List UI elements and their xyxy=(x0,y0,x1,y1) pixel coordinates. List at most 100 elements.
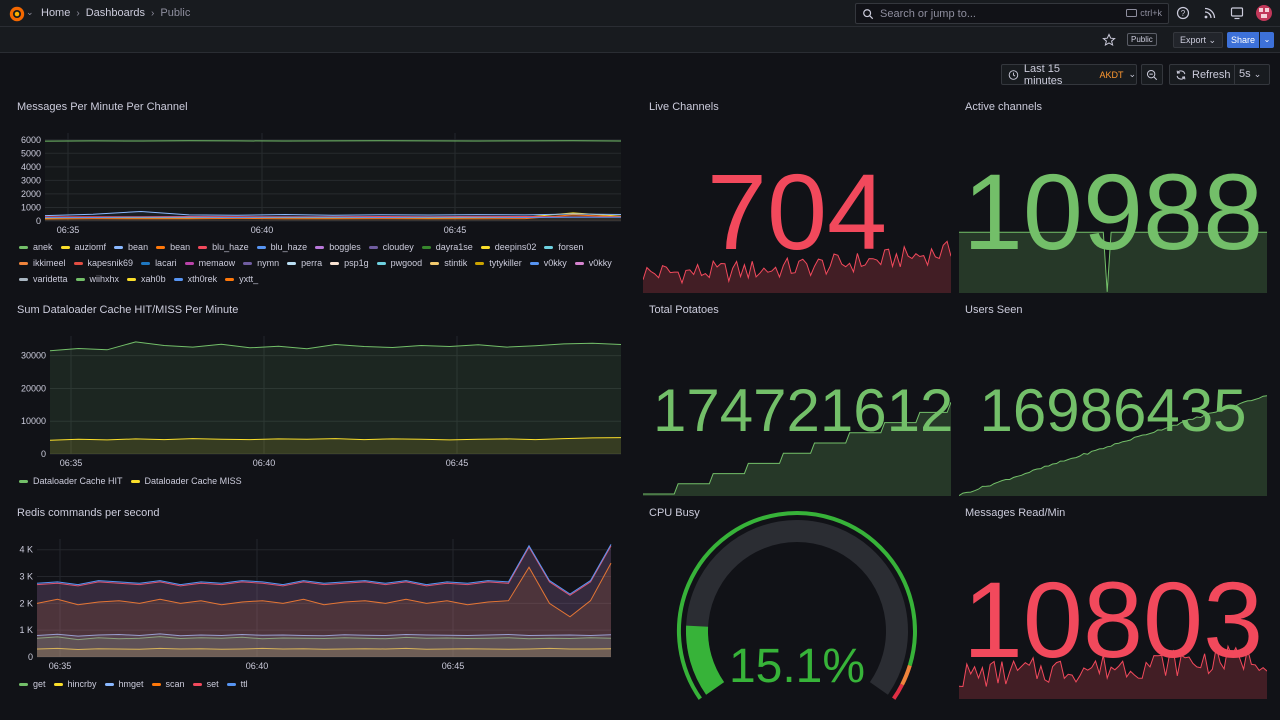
legend-item-hincrby[interactable]: hincrby xyxy=(53,678,97,690)
refresh-interval-picker[interactable]: 5s ⌄ xyxy=(1239,68,1261,80)
legend-item-anek[interactable]: anek xyxy=(19,241,53,253)
legend-swatch xyxy=(60,245,70,249)
legend-item-hmget[interactable]: hmget xyxy=(104,678,144,690)
interval-value: 5s xyxy=(1239,68,1251,80)
export-button[interactable]: Export ⌄ xyxy=(1173,32,1224,48)
legend-label: pwgood xyxy=(390,258,423,268)
legend-item-bean[interactable]: bean xyxy=(114,241,148,253)
y-tick-label: 1 K xyxy=(19,625,33,635)
search-input[interactable]: Search or jump to... ctrl+k xyxy=(855,3,1169,24)
breadcrumb-current: Public xyxy=(160,7,191,19)
panel-title: CPU Busy xyxy=(649,507,700,519)
legend-swatch xyxy=(184,261,194,265)
panel-title: Redis commands per second xyxy=(17,507,160,519)
legend-item-yxtt-[interactable]: yxtt_ xyxy=(225,273,258,285)
breadcrumb-home[interactable]: Home xyxy=(41,7,71,19)
legend-item-deepins02[interactable]: deepins02 xyxy=(480,241,536,253)
legend-item-blu-haze[interactable]: blu_haze xyxy=(256,241,308,253)
legend-item-auziomf[interactable]: auziomf xyxy=(60,241,107,253)
legend-label: xth0rek xyxy=(187,274,218,284)
legend-item-set[interactable]: set xyxy=(192,678,219,690)
legend-item-nymn[interactable]: nymn xyxy=(243,257,279,269)
panel-messages-read: Messages Read/Min 10803 xyxy=(959,507,1267,700)
legend-item-dayra1se[interactable]: dayra1se xyxy=(421,241,473,253)
series-line-bean xyxy=(44,210,622,217)
legend-swatch xyxy=(73,261,83,265)
share-button[interactable]: Share xyxy=(1227,32,1259,48)
legend-item-xah0b[interactable]: xah0b xyxy=(127,273,166,285)
legend-label: blu_haze xyxy=(270,242,308,252)
series-area xyxy=(37,636,611,657)
timezone-label: AKDT xyxy=(1099,69,1124,80)
y-tick-label: 2 K xyxy=(19,598,33,608)
legend-item-ttl[interactable]: ttl xyxy=(226,678,248,690)
series-area xyxy=(50,341,621,454)
redis-chart[interactable]: 0 1 K 2 K 3 K 4 K 06:35 06:40 06:45 xyxy=(17,531,629,697)
legend-item-dataloader-cache-miss[interactable]: Dataloader Cache MISS xyxy=(130,475,242,487)
gauge-value-arc xyxy=(686,625,725,695)
gauge-threshold-green xyxy=(676,511,917,700)
legend-item-lacari[interactable]: lacari xyxy=(141,257,177,269)
legend-item-tytykiller[interactable]: tytykiller xyxy=(475,257,522,269)
refresh-button[interactable]: Refresh 5s ⌄ xyxy=(1169,64,1270,85)
legend-item-v0kky[interactable]: v0kky xyxy=(574,257,612,269)
legend-item-memaow[interactable]: memaow xyxy=(184,257,235,269)
star-icon[interactable] xyxy=(1102,33,1116,47)
series-area xyxy=(45,140,621,221)
legend-label: v0kky xyxy=(543,258,567,268)
legend-item-blu-haze[interactable]: blu_haze xyxy=(198,241,249,253)
legend-item-cloudey[interactable]: cloudey xyxy=(368,241,414,253)
series-area xyxy=(45,214,621,221)
legend-label: auziomf xyxy=(74,242,107,252)
legend-item-get[interactable]: get xyxy=(19,678,46,690)
legend-item-ikkimeel[interactable]: ikkimeel xyxy=(19,257,66,269)
legend-item-kapesnik69[interactable]: kapesnik69 xyxy=(73,257,133,269)
sparkline xyxy=(643,240,951,293)
tv-icon[interactable] xyxy=(1230,6,1244,20)
gauge-threshold-orange xyxy=(900,664,912,686)
messages-chart[interactable]: 0 1000 2000 3000 4000 5000 6000 06:35 06:40 06:45 xyxy=(17,125,629,255)
legend-swatch xyxy=(53,682,63,686)
legend-item-bean[interactable]: bean xyxy=(156,241,190,253)
legend-label: boggles xyxy=(329,242,361,252)
legend-item-boggles[interactable]: boggles xyxy=(315,241,361,253)
sparkline xyxy=(959,395,1267,497)
sparkline-area xyxy=(643,402,951,496)
chevron-right-icon: › xyxy=(151,7,155,19)
y-tick-label: 4 K xyxy=(19,545,33,555)
svg-text:?: ? xyxy=(1181,9,1186,18)
legend-item-dataloader-cache-hit[interactable]: Dataloader Cache HIT xyxy=(19,475,123,487)
sparkline xyxy=(643,402,951,496)
legend-item-scan[interactable]: scan xyxy=(151,678,185,690)
legend-item-pwgood[interactable]: pwgood xyxy=(376,257,423,269)
breadcrumb-dashboards[interactable]: Dashboards xyxy=(85,7,146,19)
legend-swatch xyxy=(19,277,28,281)
cache-chart[interactable]: 0 10000 20000 30000 06:35 06:40 06:45 xyxy=(17,328,629,494)
legend-item-v0kky[interactable]: v0kky xyxy=(529,257,567,269)
chevron-down-icon: ⌄ xyxy=(1128,69,1136,79)
time-range-picker[interactable]: Last 15 minutes AKDT ⌄ xyxy=(1001,63,1137,87)
rss-icon[interactable] xyxy=(1203,6,1217,20)
legend-swatch xyxy=(475,261,485,265)
share-menu-chevron-icon[interactable]: ⌄ xyxy=(1260,32,1274,48)
x-tick-label: 06:35 xyxy=(49,661,72,671)
legend-item-stintik[interactable]: stintik xyxy=(430,257,467,269)
legend-item-varidetta[interactable]: varidetta xyxy=(19,273,68,285)
shortcut-label: ctrl+k xyxy=(1140,8,1162,18)
avatar[interactable] xyxy=(1256,5,1272,21)
panel-title: Messages Per Minute Per Channel xyxy=(17,101,188,113)
grafana-logo-icon[interactable] xyxy=(8,5,26,23)
legend-item-xth0rek[interactable]: xth0rek xyxy=(173,273,218,285)
chevron-down-icon[interactable]: ⌄ xyxy=(26,7,34,17)
legend-item-forsen[interactable]: forsen xyxy=(544,241,583,253)
legend-swatch xyxy=(421,245,431,249)
legend-item-psp1g[interactable]: psp1g xyxy=(330,257,369,269)
legend-item-perra[interactable]: perra xyxy=(287,257,322,269)
help-icon[interactable]: ? xyxy=(1176,6,1190,20)
legend-item-wiihxhx[interactable]: wiihxhx xyxy=(75,273,119,285)
zoom-out-button[interactable] xyxy=(1141,64,1163,85)
legend-label: perra xyxy=(301,258,323,268)
series-area xyxy=(37,545,611,657)
series-line-set xyxy=(36,545,612,596)
